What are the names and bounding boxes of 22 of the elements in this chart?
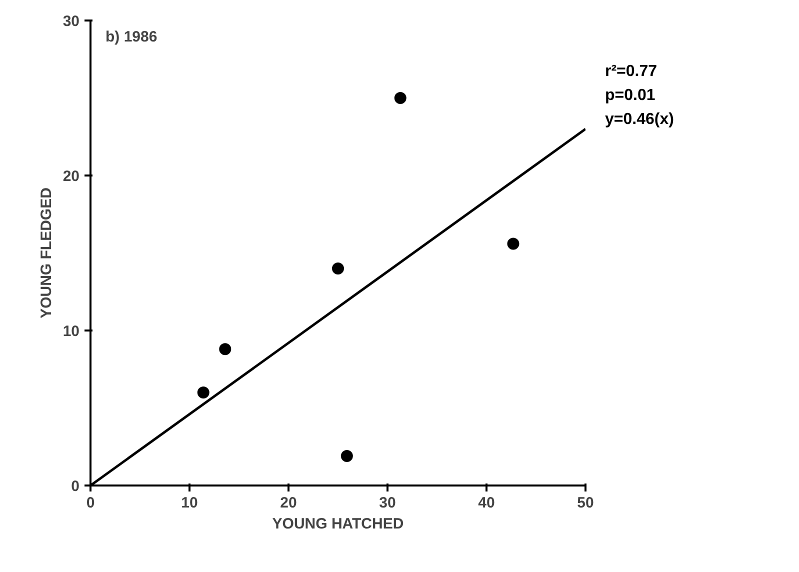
text: y=0.46(x) [605, 110, 674, 130]
point [332, 262, 344, 274]
y-tick-label: 10 [62, 323, 80, 340]
x-tick-label: 20 [280, 494, 297, 512]
text: r²=0.77 [605, 62, 658, 82]
point [197, 386, 210, 398]
text: p=0.01 [605, 86, 656, 106]
x-tick-label: 40 [478, 494, 495, 512]
point [394, 92, 406, 104]
point [219, 343, 232, 356]
y-axis-title: YOUNG FLEDGED [38, 187, 55, 318]
x-axis-title: YOUNG HATCHED [272, 516, 404, 532]
annotation: b) 1986 [106, 28, 158, 46]
x-tick-label: 50 [577, 494, 594, 512]
x-tick-label: 0 [86, 494, 95, 512]
point [340, 450, 353, 462]
x-tick-label: 10 [181, 494, 198, 512]
y-tick-label: 30 [62, 13, 80, 30]
y-tick-label: 20 [62, 168, 80, 185]
point [507, 238, 520, 250]
y-tick-label: 0 [71, 478, 80, 495]
x-tick-label: 30 [379, 494, 396, 512]
